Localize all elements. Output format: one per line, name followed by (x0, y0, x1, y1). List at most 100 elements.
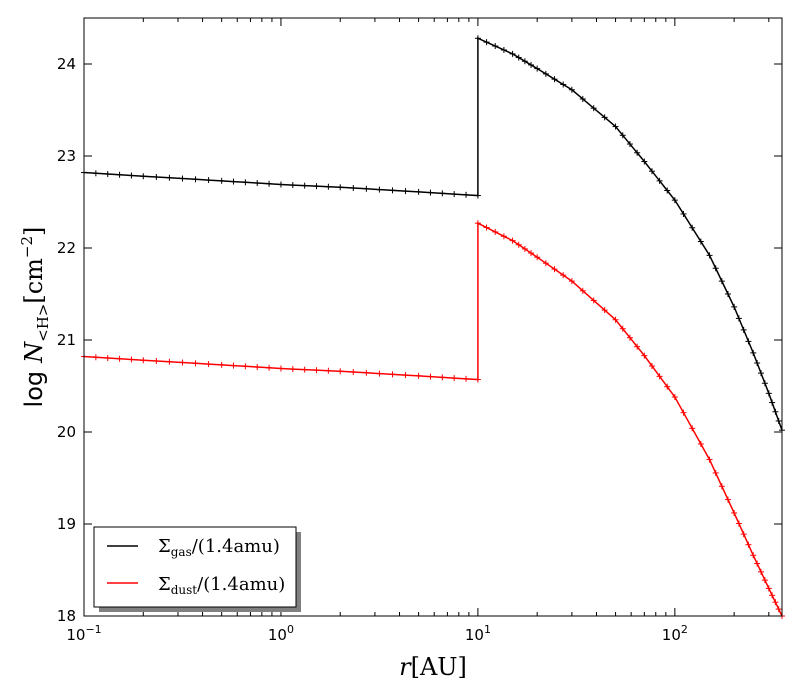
series-0-marker-60 (697, 238, 704, 245)
series-0-marker-41 (534, 65, 541, 72)
series-1-marker-22 (350, 369, 357, 376)
series-0-marker-66 (735, 315, 742, 322)
series-0-marker-62 (712, 265, 719, 272)
y-axis-label: log N<H>[cm−2] (18, 227, 52, 408)
series-1-marker-60 (697, 440, 704, 447)
series-0-marker-69 (750, 349, 757, 356)
legend-label-gas: Σgas/(1.4amu) (158, 536, 280, 559)
series-1-marker-43 (551, 266, 558, 273)
series-1-marker-64 (724, 496, 731, 503)
series-1-marker-8 (179, 359, 186, 366)
series-0-marker-71 (758, 370, 765, 377)
series-0-marker-3 (116, 171, 123, 178)
series-1-marker-19 (313, 367, 320, 374)
series-1-marker-61 (706, 456, 713, 463)
series-1-marker-34 (483, 224, 490, 231)
series-1-marker-68 (745, 541, 752, 548)
series-0-marker-9 (192, 176, 199, 183)
y-tick-label-5: 23 (57, 147, 76, 165)
series-0-marker-64 (724, 291, 731, 297)
series-0-marker-22 (350, 185, 357, 192)
series-0-marker-15 (266, 180, 273, 187)
series-1-marker-17 (289, 366, 296, 373)
series-0-marker-73 (765, 390, 772, 397)
y-tick-label-2: 20 (57, 423, 76, 441)
x-axis-label-unit: [AU] (411, 653, 467, 681)
series-1-marker-9 (192, 360, 199, 367)
series-1-marker-18 (301, 366, 308, 373)
series-0-marker-6 (153, 174, 160, 181)
series-0-marker-14 (254, 180, 261, 187)
series-1-marker-10 (205, 361, 212, 368)
series-1-marker-33 (474, 220, 481, 227)
series-0-marker-13 (242, 179, 249, 186)
series-1-marker-6 (153, 358, 160, 365)
series-0-marker-23 (363, 185, 370, 192)
series-1-marker-15 (266, 364, 273, 371)
series-1-marker-13 (242, 363, 249, 370)
series-0-marker-54 (648, 168, 655, 175)
series-0-marker-10 (205, 177, 212, 184)
series-0-marker-63 (718, 278, 725, 285)
series-0-marker-50 (619, 132, 626, 139)
x-axis-label-prefix: r (399, 653, 412, 681)
series-1-marker-70 (754, 560, 761, 567)
series-1-marker-14 (254, 364, 261, 371)
series-1-marker-38 (515, 241, 522, 248)
legend-label-gas-sub: gas (171, 545, 192, 559)
series-0-marker-1 (92, 170, 99, 177)
series-1-marker-57 (671, 394, 678, 401)
series-0-marker-57 (671, 197, 678, 204)
series-0-marker-49 (612, 123, 619, 130)
series-0-marker-51 (626, 141, 633, 148)
series-1-marker-41 (534, 254, 541, 261)
series-0-marker-27 (415, 188, 422, 195)
series-0-marker-4 (128, 172, 135, 179)
series-1-marker-56 (664, 383, 671, 390)
y-tick-label-0: 18 (57, 607, 76, 625)
plot-markers (81, 35, 785, 619)
legend-label-dust-sub: dust (171, 583, 198, 597)
x-tick-label-3: 102 (662, 623, 688, 644)
series-1-marker-62 (712, 469, 719, 476)
series-0-marker-26 (402, 188, 409, 195)
series-0-marker-38 (515, 54, 522, 61)
y-axis-label-prefix: log (20, 371, 48, 408)
series-1-marker-5 (140, 357, 147, 364)
x-tick-label-2: 101 (465, 623, 491, 644)
series-1-marker-36 (500, 233, 507, 240)
series-1-marker-12 (230, 362, 237, 369)
series-0-marker-53 (641, 158, 648, 165)
series-1-marker-73 (765, 585, 772, 592)
series-1-marker-74 (769, 592, 776, 599)
y-tick-label-3: 21 (57, 331, 76, 349)
series-1-marker-58 (680, 409, 687, 416)
series-0-marker-70 (754, 360, 761, 366)
y-ticks: 18 19 20 21 22 23 24 (57, 55, 782, 625)
series-0-marker-31 (463, 191, 470, 198)
series-1-marker-35 (492, 228, 499, 235)
series-0-marker-56 (664, 187, 671, 194)
series-1-marker-16 (277, 365, 284, 372)
x-ticks: 10−1 100 101 102 (66, 18, 770, 644)
series-1-marker-40 (528, 250, 535, 257)
series-0-marker-29 (439, 190, 446, 197)
series-0-marker-72 (761, 380, 768, 387)
legend-label-dust: Σdust/(1.4amu) (158, 574, 285, 597)
series-1-marker-55 (656, 373, 663, 380)
series-0-marker-24 (376, 186, 383, 193)
series-0-marker-5 (140, 173, 147, 180)
series-0-marker-74 (769, 399, 776, 406)
series-1-marker-63 (718, 483, 725, 490)
y-axis-label-symbol: N (20, 341, 48, 364)
series-1-marker-4 (128, 356, 135, 363)
series-0-marker-30 (451, 191, 458, 198)
series-1-marker-1 (92, 354, 99, 361)
series-1-marker-72 (761, 577, 768, 584)
series-0-marker-67 (740, 326, 747, 333)
series-1-marker-75 (772, 599, 779, 606)
series-0-marker-58 (680, 210, 687, 217)
series-1-marker-30 (451, 375, 458, 382)
series-1-marker-50 (619, 325, 626, 332)
series-1-marker-25 (389, 371, 396, 378)
